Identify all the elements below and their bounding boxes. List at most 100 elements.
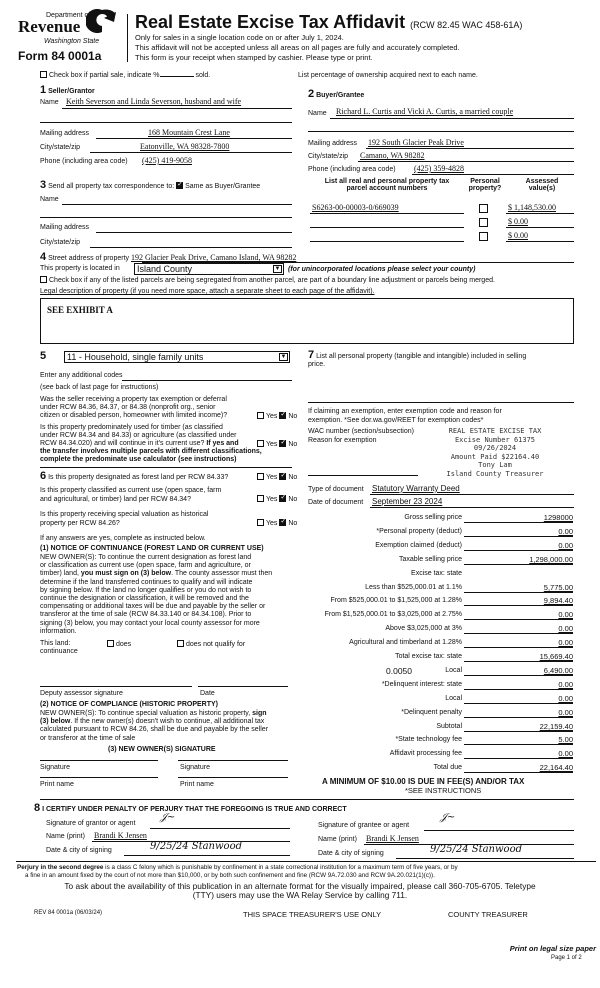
revenue-logo-text: Revenue xyxy=(18,17,81,36)
financial-value-field[interactable]: 5.00 xyxy=(478,735,573,746)
financial-label: Affidavit processing fee xyxy=(389,750,462,758)
personal-property-line[interactable] xyxy=(308,402,574,403)
historic-answer[interactable]: Yes No xyxy=(257,517,297,527)
section-number: 2 xyxy=(308,88,315,100)
legal-description-box[interactable]: SEE EXHIBIT A xyxy=(40,298,574,344)
signature-line-2[interactable] xyxy=(178,760,288,761)
buyer-name-line2 xyxy=(308,131,574,132)
parcel-header: List all real and personal property tax p… xyxy=(312,178,462,192)
financial-value-field[interactable]: 1,298,000.00 xyxy=(478,555,573,565)
dropdown-arrow-icon[interactable]: ▼ xyxy=(279,353,288,361)
personal-property-checkbox[interactable] xyxy=(479,232,490,242)
financial-line xyxy=(464,758,478,760)
assessed-value-field[interactable]: $ 0.00 xyxy=(508,217,528,226)
buyer-phone-field[interactable]: (425) 359-4828 xyxy=(414,164,464,173)
financial-value-field[interactable]: 1298000 xyxy=(478,513,573,523)
financial-value-field[interactable]: 5,775.00 xyxy=(478,583,573,593)
financial-value-field[interactable]: 15,669.40 xyxy=(478,652,573,662)
buyer-name-field[interactable]: Richard L. Curtis and Vicki A. Curtis, a… xyxy=(336,107,514,116)
financial-value-field[interactable]: 0.00 xyxy=(478,694,573,704)
corr-mail-line[interactable] xyxy=(96,232,292,233)
grantor-name-line xyxy=(92,841,290,842)
grantor-sig-line[interactable] xyxy=(150,828,290,829)
notice-line: transferor at the time of sale (RCW 84.3… xyxy=(40,611,252,619)
sold-label: sold. xyxy=(195,72,211,79)
financial-label: Total excise tax: state xyxy=(395,653,462,660)
grantee-sig-line[interactable] xyxy=(424,830,574,831)
parcel-number-field[interactable]: S6263-00-00003-0/669039 xyxy=(312,203,399,212)
financial-value-field[interactable]: 22,164.40 xyxy=(478,763,573,774)
financial-value-field[interactable]: 0.00 xyxy=(478,749,573,760)
financial-value-field[interactable]: 0.00 xyxy=(478,610,573,621)
financial-value-field[interactable]: 0.00 xyxy=(478,541,573,551)
assessed-value-field[interactable]: $ 1,148,530.00 xyxy=(508,203,556,212)
buyer-phone-line xyxy=(412,174,574,175)
does-checkbox[interactable]: does xyxy=(107,640,131,648)
deputy-line[interactable] xyxy=(40,686,192,687)
county-select[interactable]: Island County ▼ xyxy=(134,263,284,275)
grantor-date-field[interactable]: 9/25/24 Stanwood xyxy=(150,841,243,852)
personal-property-checkbox[interactable] xyxy=(479,204,490,214)
buyer-mail-field[interactable]: 192 South Glacier Peak Drive xyxy=(368,138,464,147)
does-not-checkbox[interactable]: does not qualify for xyxy=(177,640,245,648)
grantor-date-line xyxy=(124,855,290,856)
corr-name-line[interactable] xyxy=(62,204,292,205)
corr-name-line2[interactable] xyxy=(40,217,292,218)
financial-value-field[interactable]: 0.00 xyxy=(478,527,573,537)
notice-line: signing (3) below, you may contact your … xyxy=(40,619,260,627)
personal-header-2: property? xyxy=(468,185,502,192)
same-as-buyer-checkbox[interactable] xyxy=(176,180,184,189)
deputy-label: Deputy assessor signature xyxy=(40,690,123,697)
print-name-line-1[interactable] xyxy=(40,777,158,778)
print-name-line-2[interactable] xyxy=(178,777,288,778)
financial-value-field[interactable]: 0.00 xyxy=(478,708,573,718)
grantee-name-field[interactable]: Brandi K Jensen xyxy=(366,834,419,843)
assessed-value-field[interactable]: $ 0.00 xyxy=(508,231,528,240)
grantee-date-field[interactable]: 9/25/24 Stanwood xyxy=(430,844,523,855)
street-field[interactable]: 192 Glacier Peak Drive, Camano Island, W… xyxy=(130,253,297,262)
segregate-label: Check box if any of the listed parcels a… xyxy=(49,277,495,284)
personal-property-checkbox[interactable] xyxy=(479,218,490,228)
financial-value-field[interactable]: 9,894.40 xyxy=(478,596,573,607)
current-use-answer[interactable]: Yes No xyxy=(257,493,297,503)
q-timber-answer[interactable]: Yes No xyxy=(257,438,297,448)
codes-line[interactable] xyxy=(122,380,292,381)
checkbox[interactable] xyxy=(40,71,47,78)
grantor-name-label: Name (print) xyxy=(46,833,85,840)
grantor-name-field[interactable]: Brandi K Jensen xyxy=(94,831,147,840)
rcw-text: (RCW 82.45 WAC 458-61A) xyxy=(410,20,523,30)
land-use-select[interactable]: 11 - Household, single family units ▼ xyxy=(64,351,290,363)
dropdown-arrow-icon[interactable]: ▼ xyxy=(273,265,282,273)
seller-phone-field[interactable]: (425) 419-9058 xyxy=(142,156,192,165)
financial-value-field[interactable]: 0.00 xyxy=(478,680,573,690)
forest-answer[interactable]: Yes No xyxy=(257,471,297,481)
financial-value-field[interactable]: 6,490.00 xyxy=(478,666,573,676)
financial-value-field[interactable]: 0.00 xyxy=(478,624,573,635)
financial-label: Above $3,025,000 at 3% xyxy=(385,625,462,633)
checkbox[interactable] xyxy=(40,276,47,283)
doc-type-label: Type of document xyxy=(308,486,364,493)
date-line[interactable] xyxy=(198,686,288,687)
financial-value-field[interactable]: 22,159.40 xyxy=(478,722,573,732)
signature-line-1[interactable] xyxy=(40,760,158,761)
partial-sale-checkbox[interactable]: Check box if partial sale, indicate % so… xyxy=(40,71,210,79)
seller-city-field[interactable]: Eatonville, WA 98328-7800 xyxy=(140,142,230,151)
buyer-name-line xyxy=(330,118,574,119)
notice-continuance-text: NEW OWNER(S): To continue the current de… xyxy=(40,554,272,636)
notice-line: or classification as current use (open s… xyxy=(40,562,251,570)
grantee-date-label: Date & city of signing xyxy=(318,850,384,857)
seller-name-field[interactable]: Keith Severson and Linda Severson, husba… xyxy=(66,97,242,106)
segregate-checkbox[interactable]: Check box if any of the listed parcels a… xyxy=(40,276,495,284)
q-exemption-answer[interactable]: Yes No xyxy=(257,410,297,420)
financial-label: Exemption claimed (deduct) xyxy=(375,541,462,549)
financial-value-field[interactable]: 0.00 xyxy=(478,638,573,649)
seller-mail-field[interactable]: 168 Mountain Crest Lane xyxy=(148,128,230,137)
assessed-value-line xyxy=(506,227,574,228)
financial-line xyxy=(464,688,478,690)
grantee-sig-label: Signature of grantee or agent xyxy=(318,822,410,829)
certify-heading: 8 I CERTIFY UNDER PENALTY OF PERJURY THA… xyxy=(34,802,347,814)
buyer-city-field[interactable]: Camano, WA 98282 xyxy=(360,151,425,160)
doc-type-field[interactable]: Statutory Warranty Deed xyxy=(372,484,460,493)
corr-city-line[interactable] xyxy=(90,247,292,248)
doc-date-field[interactable]: September 23 2024 xyxy=(372,497,443,506)
